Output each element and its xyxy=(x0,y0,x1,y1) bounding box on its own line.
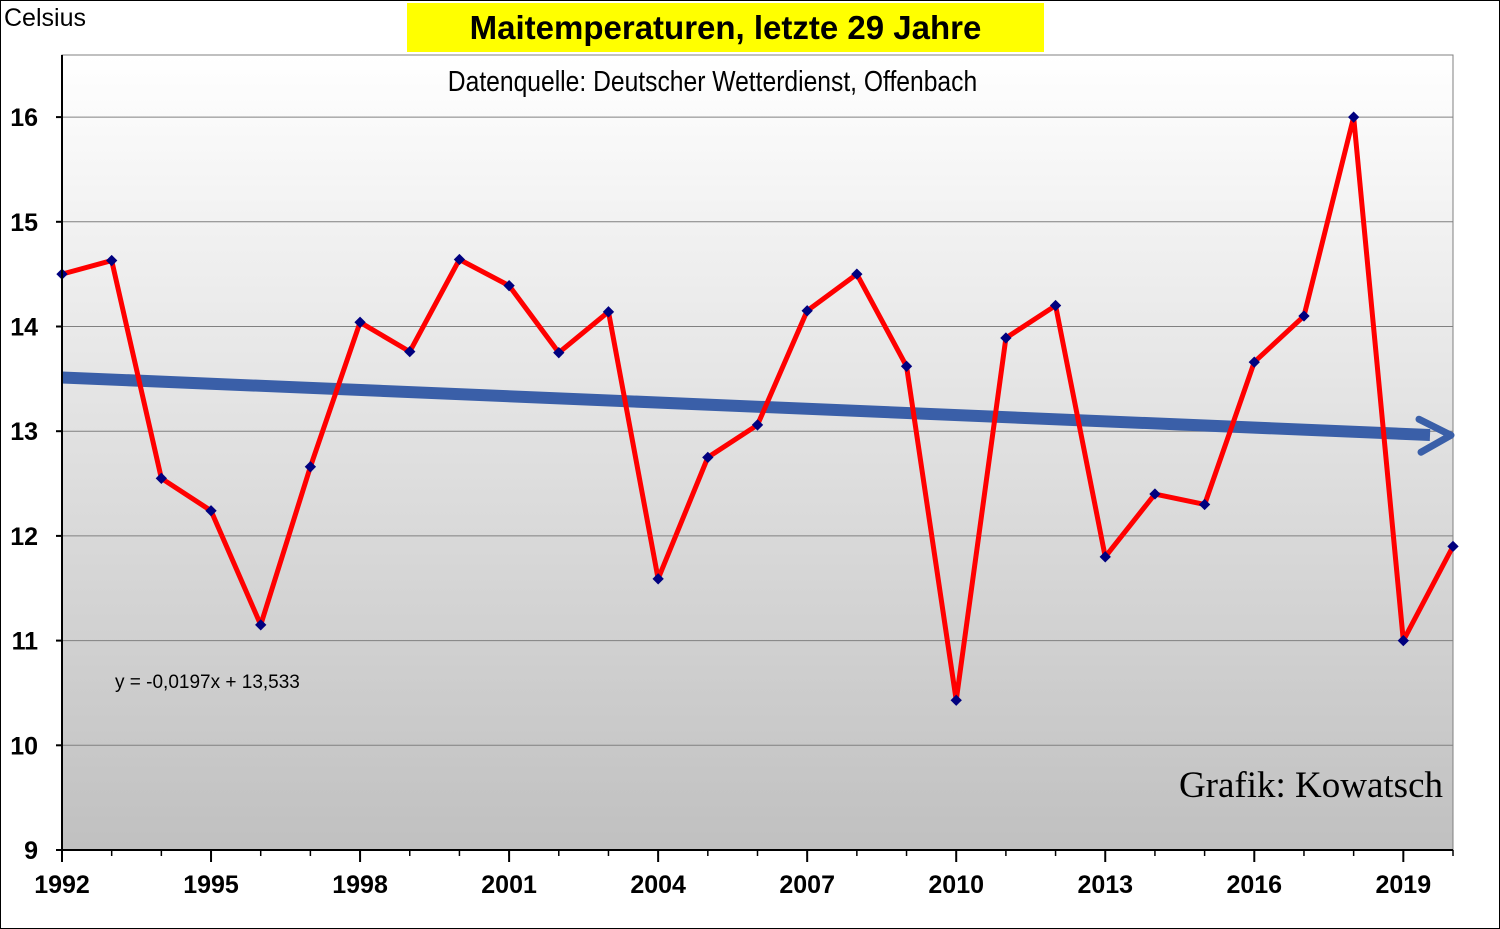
credit-label: Grafik: Kowatsch xyxy=(1178,765,1443,806)
y-tick-label: 13 xyxy=(10,418,38,446)
data-point xyxy=(950,694,962,706)
x-tick-label: 2004 xyxy=(630,871,686,899)
data-point xyxy=(851,268,863,280)
data-point xyxy=(553,347,565,359)
trendline-arrowhead xyxy=(1415,415,1455,456)
trendline-equation: y = -0,0197x + 13,533 xyxy=(115,672,300,693)
x-tick-label: 2007 xyxy=(779,871,835,899)
y-tick-label: 14 xyxy=(10,314,38,342)
x-tick-label: 1995 xyxy=(183,871,239,899)
data-point xyxy=(1149,488,1161,500)
x-tick-label: 2013 xyxy=(1077,871,1133,899)
chart-title: Maitemperaturen, letzte 29 Jahre xyxy=(469,9,982,46)
x-tick-label: 1992 xyxy=(34,871,90,899)
data-point xyxy=(404,345,416,358)
trendline xyxy=(61,371,1431,441)
data-point xyxy=(354,316,366,328)
data-point xyxy=(1049,299,1062,312)
x-tick-label: 2010 xyxy=(928,871,984,899)
data-point xyxy=(702,451,714,464)
title-highlight xyxy=(407,3,1044,52)
data-point xyxy=(751,419,764,431)
y-tick-label: 15 xyxy=(10,209,38,237)
data-point xyxy=(205,505,217,517)
data-point xyxy=(652,573,664,585)
y-tick-label: 16 xyxy=(10,104,38,132)
data-point xyxy=(1298,310,1310,322)
chart-subtitle: Datenquelle: Deutscher Wetterdienst, Off… xyxy=(447,66,978,98)
data-point xyxy=(1347,111,1360,123)
data-point xyxy=(304,461,317,473)
data-point xyxy=(453,253,466,266)
y-axis-label: Celsius xyxy=(4,4,86,32)
data-point xyxy=(1447,540,1459,553)
data-point xyxy=(503,280,515,292)
y-tick-label: 11 xyxy=(12,628,39,656)
data-point xyxy=(602,306,615,318)
data-point xyxy=(900,360,913,372)
data-point xyxy=(1000,332,1012,344)
data-point xyxy=(1198,498,1211,511)
x-tick-label: 2019 xyxy=(1376,871,1432,899)
x-tick-label: 2001 xyxy=(481,871,537,899)
y-tick-label: 9 xyxy=(24,837,38,865)
x-tick-label: 1998 xyxy=(332,871,388,899)
x-tick-label: 2016 xyxy=(1226,871,1282,899)
y-tick-label: 12 xyxy=(10,523,38,551)
data-point xyxy=(801,305,813,317)
data-point xyxy=(1099,551,1111,563)
plot-area xyxy=(61,54,1454,851)
y-tick-label: 10 xyxy=(10,732,38,760)
data-point xyxy=(1248,356,1260,368)
data-point xyxy=(255,619,267,631)
data-point xyxy=(1397,634,1409,647)
data-point xyxy=(155,472,168,484)
